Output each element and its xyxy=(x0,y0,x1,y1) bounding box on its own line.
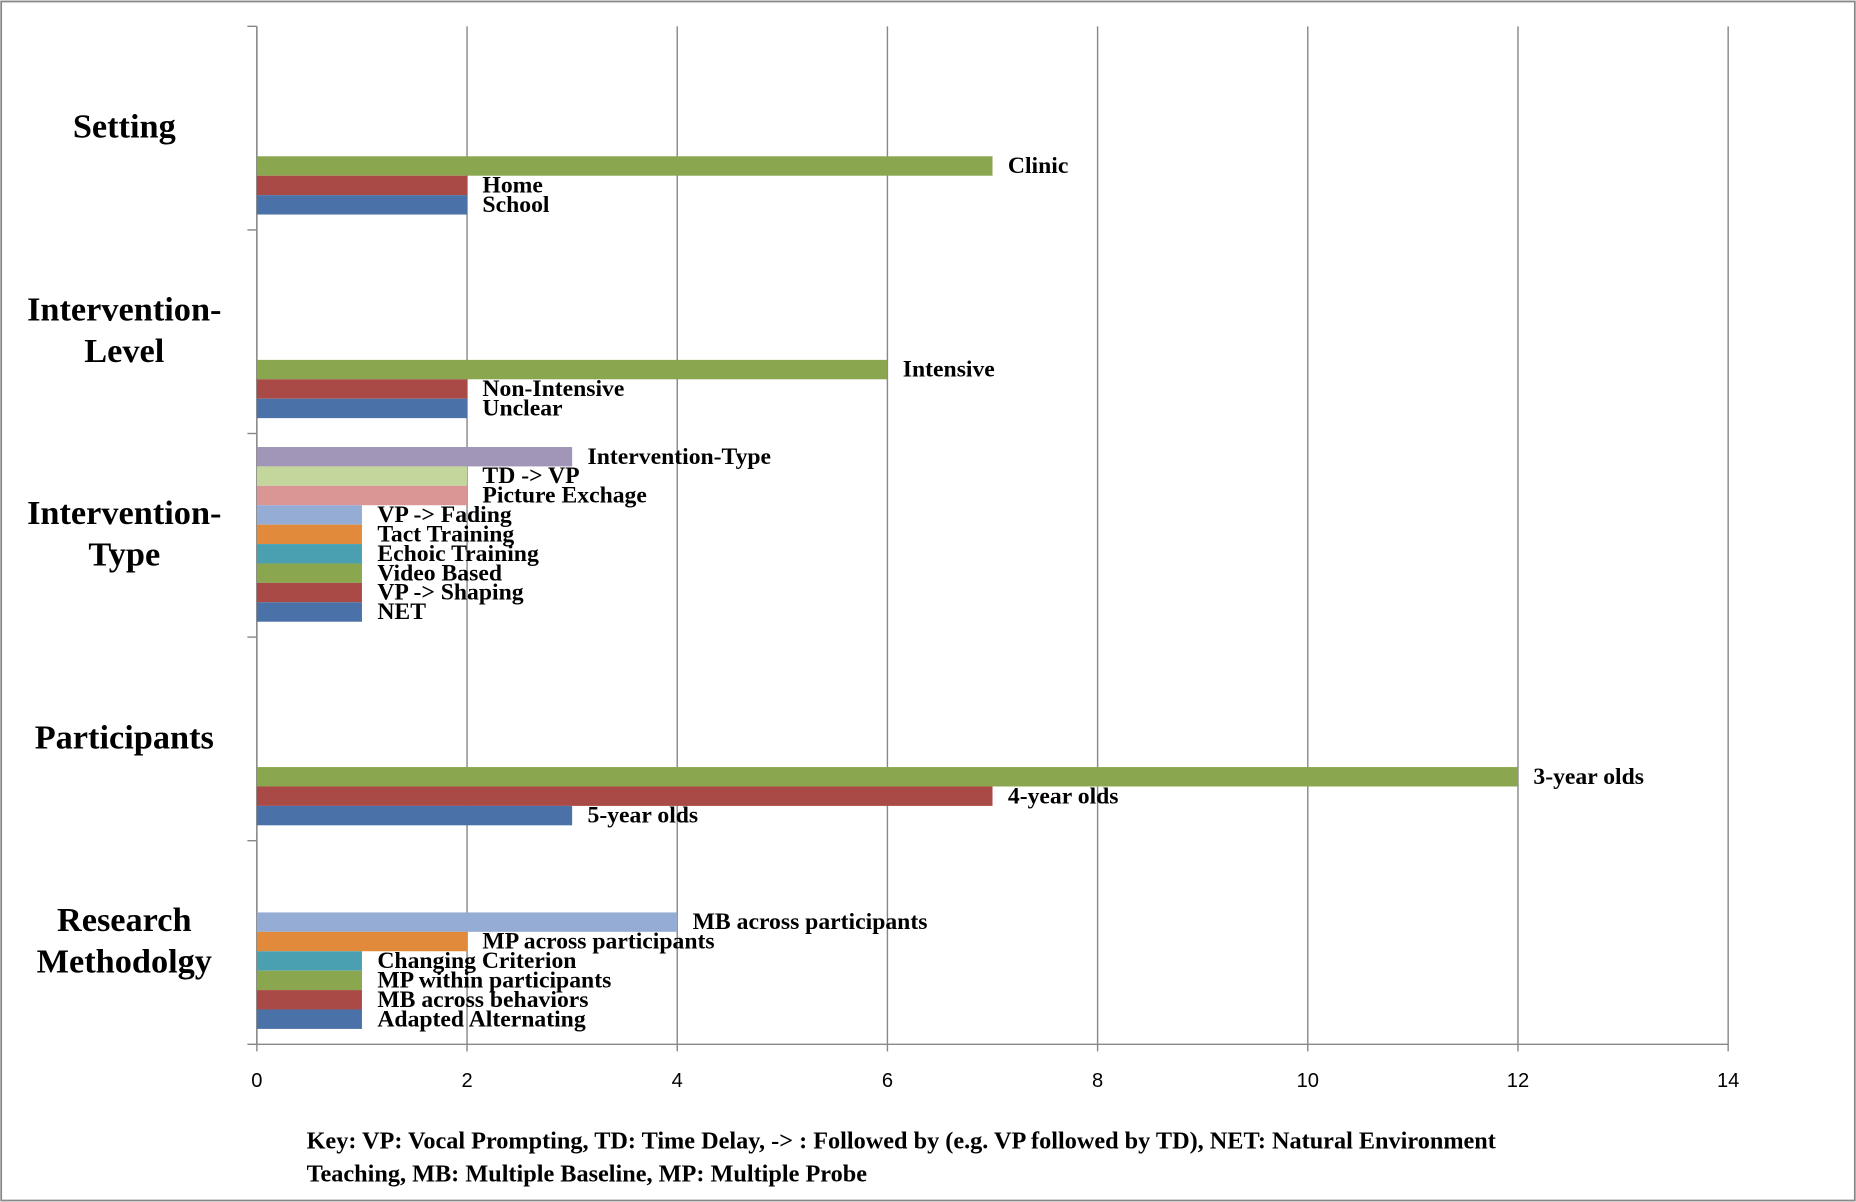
bar-label: School xyxy=(482,192,549,218)
bar xyxy=(256,505,362,525)
bar xyxy=(256,175,468,196)
bar xyxy=(256,466,468,486)
bar-label: Echoic Training xyxy=(377,541,539,567)
bar xyxy=(256,912,678,932)
x-tick-label: 2 xyxy=(461,1070,472,1092)
bar-label: MP across participants xyxy=(482,929,714,955)
bar-label: Video Based xyxy=(377,560,502,586)
bar xyxy=(256,786,993,806)
category-label: Participants xyxy=(35,718,214,756)
category-label: Methodolgy xyxy=(37,943,212,981)
bar-label: Changing Criterion xyxy=(377,948,576,974)
x-tick-label: 6 xyxy=(882,1070,893,1092)
bar xyxy=(256,602,362,622)
bar-label: NET xyxy=(377,599,426,625)
key-note: Key: VP: Vocal Prompting, TD: Time Delay… xyxy=(307,1127,1496,1154)
bar xyxy=(256,990,362,1010)
bar xyxy=(256,544,362,564)
bar xyxy=(256,970,362,991)
x-tick-label: 14 xyxy=(1717,1070,1739,1092)
key-note: Teaching, MB: Multiple Baseline, MP: Mul… xyxy=(307,1161,868,1188)
x-tick-label: 0 xyxy=(251,1070,262,1092)
bar xyxy=(256,447,573,467)
category-label: Setting xyxy=(73,108,176,146)
bar-label: 3-year olds xyxy=(1533,764,1644,790)
bar-label: Clinic xyxy=(1008,153,1068,179)
category-label: Intervention- xyxy=(27,494,221,532)
bar xyxy=(256,524,362,545)
category-label: Level xyxy=(84,332,164,370)
bar-label: Tact Training xyxy=(377,521,514,547)
bar-label: Non-Intensive xyxy=(482,376,624,402)
bar-label: 5-year olds xyxy=(588,803,699,829)
category-label: Type xyxy=(88,535,160,573)
bar xyxy=(256,359,888,380)
bar-label: VP -> Shaping xyxy=(377,580,523,606)
bar xyxy=(256,767,1518,787)
bar xyxy=(256,195,468,215)
x-tick-label: 8 xyxy=(1092,1070,1103,1092)
x-tick-label: 4 xyxy=(672,1070,683,1092)
bar-label: MP within participants xyxy=(377,967,611,993)
bar-label: Intervention-Type xyxy=(588,444,772,470)
x-tick-label: 10 xyxy=(1297,1070,1319,1092)
bar xyxy=(256,379,468,399)
bar xyxy=(256,582,362,603)
bar-label: 4-year olds xyxy=(1008,783,1119,809)
bar xyxy=(256,1009,362,1029)
bar xyxy=(256,951,362,971)
bar xyxy=(256,485,468,506)
bar-label: Picture Exchage xyxy=(482,483,646,509)
bar xyxy=(256,156,993,176)
bar-label: Home xyxy=(482,173,542,199)
bar-label: Intensive xyxy=(903,357,995,383)
bar xyxy=(256,398,468,419)
bar-label: Adapted Alternating xyxy=(377,1006,585,1032)
bar-label: TD -> VP xyxy=(482,463,579,489)
category-label: Intervention- xyxy=(27,290,221,328)
bar-label: Unclear xyxy=(482,396,562,422)
bar xyxy=(256,563,362,583)
bar-label: MB across participants xyxy=(693,909,928,935)
category-label: Research xyxy=(57,901,192,939)
bar-label: MB across behaviors xyxy=(377,987,588,1013)
bar xyxy=(256,931,468,952)
x-tick-label: 12 xyxy=(1507,1070,1529,1092)
bar-label: VP -> Fading xyxy=(377,502,512,528)
bar xyxy=(256,805,573,826)
